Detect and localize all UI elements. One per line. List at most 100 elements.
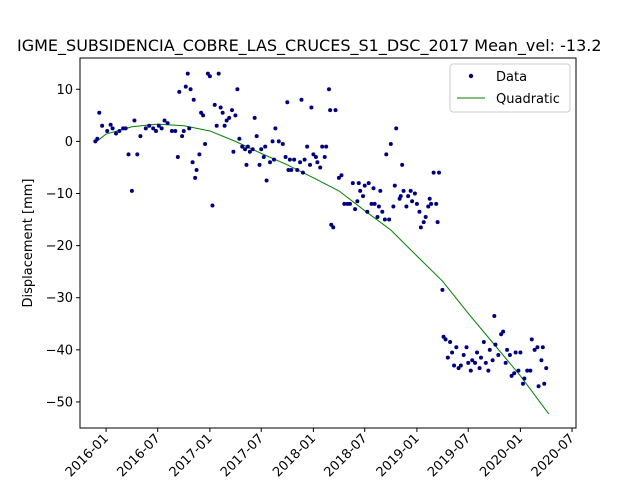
data-point <box>203 141 208 146</box>
data-point <box>539 358 544 363</box>
data-point <box>507 353 512 358</box>
data-point <box>243 147 248 152</box>
data-point <box>512 371 517 376</box>
data-point <box>280 141 285 146</box>
data-point <box>95 136 100 141</box>
data-point <box>426 204 431 209</box>
data-point <box>479 355 483 360</box>
data-point <box>371 186 376 191</box>
data-point <box>380 209 385 214</box>
data-point <box>123 126 128 131</box>
data-point <box>509 373 514 378</box>
legend-label-quadratic: Quadratic <box>496 92 560 107</box>
data-point <box>307 162 312 167</box>
data-point <box>525 368 530 373</box>
data-point <box>114 131 119 136</box>
data-point <box>535 345 540 350</box>
x-tick-label: 2019-07 <box>425 431 474 480</box>
data-point <box>417 209 422 214</box>
data-point <box>197 152 202 157</box>
data-point <box>468 368 473 373</box>
data-point <box>126 152 131 157</box>
y-tick-label: −30 <box>46 291 73 306</box>
plot-frame <box>79 57 577 429</box>
data-point <box>295 168 300 173</box>
data-point <box>315 160 320 165</box>
data-point <box>429 201 434 206</box>
data-point <box>473 360 478 365</box>
data-point <box>180 134 185 139</box>
data-point <box>305 144 310 149</box>
data-point <box>481 340 486 345</box>
data-point <box>501 329 506 334</box>
data-point <box>528 368 533 373</box>
data-point <box>431 170 436 175</box>
data-point <box>210 203 215 208</box>
data-point <box>132 118 137 123</box>
data-point <box>220 110 225 115</box>
data-point <box>536 384 541 389</box>
data-point <box>445 355 450 360</box>
chart-title: IGME_SUBSIDENCIA_COBRE_LAS_CRUCES_S1_DSC… <box>17 36 602 56</box>
data-point <box>169 128 174 133</box>
data-point <box>423 214 428 219</box>
data-point <box>201 113 206 118</box>
data-point <box>257 162 262 167</box>
data-point <box>435 220 440 225</box>
data-point <box>173 128 178 133</box>
data-point <box>259 147 264 152</box>
data-point <box>434 201 439 206</box>
data-point <box>437 170 442 175</box>
data-point <box>532 347 537 352</box>
data-point <box>299 97 304 102</box>
data-point <box>156 123 161 128</box>
data-point <box>218 105 223 110</box>
data-point <box>400 162 405 167</box>
data-point <box>443 337 448 342</box>
data-point <box>398 194 403 199</box>
data-point <box>194 168 199 173</box>
data-point <box>450 350 455 355</box>
data-point <box>387 217 392 222</box>
data-point <box>235 87 240 92</box>
data-point <box>286 168 291 173</box>
data-point <box>406 194 411 199</box>
data-point <box>147 123 152 128</box>
x-axis: 2016-01 2016-07 2017-01 2017-07 2018-01 2018-… <box>63 428 578 480</box>
data-point <box>324 144 329 149</box>
data-point <box>477 366 482 371</box>
data-point <box>392 183 397 188</box>
y-axis-label: Displacement [mm] <box>21 179 36 308</box>
y-tick-label: −10 <box>46 187 73 202</box>
data-point <box>240 144 245 149</box>
x-tick-label: 2018-07 <box>322 431 371 480</box>
data-point <box>159 126 164 131</box>
legend-marker-data <box>468 73 474 79</box>
data-point <box>365 209 370 214</box>
data-point <box>355 199 360 204</box>
data-point <box>188 87 193 92</box>
data-point <box>490 358 495 363</box>
data-point <box>187 126 192 131</box>
data-point <box>475 350 480 355</box>
x-tick-label: 2017-01 <box>167 431 216 480</box>
data-point <box>320 144 325 149</box>
data-point <box>322 155 327 160</box>
data-point <box>496 353 501 358</box>
data-point <box>410 199 415 204</box>
data-point <box>129 188 134 193</box>
x-tick-label: 2020-01 <box>477 431 526 480</box>
x-tick-label: 2019-01 <box>374 431 423 480</box>
data-point <box>470 358 475 363</box>
data-point <box>375 214 380 219</box>
data-point <box>151 126 156 131</box>
data-point <box>440 287 445 292</box>
plot-area <box>80 58 576 428</box>
data-point <box>302 157 307 162</box>
data-point <box>318 165 323 170</box>
data-point <box>356 181 361 186</box>
data-point <box>414 201 419 206</box>
data-point <box>331 225 336 230</box>
data-point <box>544 366 549 371</box>
data-point <box>270 139 275 144</box>
